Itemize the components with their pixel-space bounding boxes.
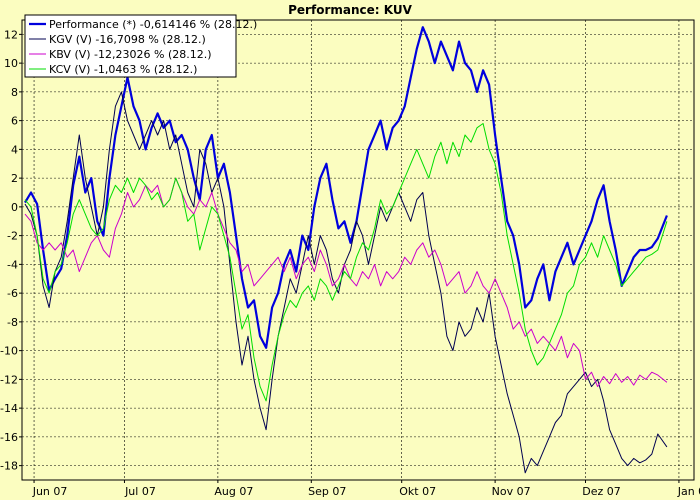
y-tick-label: -12: [0, 373, 18, 386]
y-tick-label: 8: [11, 86, 18, 99]
y-tick-label: -10: [0, 345, 18, 358]
legend-entry-3: KCV (V) -1,0463 % (28.12.): [49, 63, 197, 76]
x-tick-label: Jun 07: [32, 485, 68, 498]
x-axis-ticks: Jun 07 Jul 07 Aug 07 Sep 07 Okt 07 Nov 07 Dez …: [32, 480, 700, 498]
x-tick-label: Okt 07: [399, 485, 436, 498]
x-tick-label: Nov 07: [492, 485, 531, 498]
y-tick-label: -6: [7, 287, 18, 300]
y-tick-label: -14: [0, 402, 18, 415]
legend-entry-2: KBV (V) -12,23026 % (28.12.): [49, 48, 212, 61]
x-tick-label: Jul 07: [124, 485, 156, 498]
y-tick-label: 10: [4, 57, 18, 70]
plot-area: [21, 19, 695, 481]
y-tick-label: 4: [11, 143, 18, 156]
legend: Performance (*) -0,614146 % (28.12.) KGV …: [24, 14, 257, 78]
series-lines: [24, 26, 668, 474]
y-tick-label: 2: [11, 172, 18, 185]
grid-lines: [22, 20, 694, 480]
y-tick-label: -2: [7, 230, 18, 243]
y-tick-label: -18: [0, 460, 18, 473]
legend-box: [24, 14, 237, 78]
series-line-2: [24, 177, 668, 388]
legend-entry-0: Performance (*) -0,614146 % (28.12.): [49, 18, 257, 31]
x-tick-label: Jan 08: [677, 485, 700, 498]
series-line-0: [24, 26, 668, 349]
x-tick-label: Sep 07: [308, 485, 346, 498]
x-tick-label: Dez 07: [582, 485, 621, 498]
y-tick-label: 0: [11, 201, 18, 214]
y-tick-label: 6: [11, 115, 18, 128]
x-tick-label: Aug 07: [214, 485, 253, 498]
chart-title: Performance: KUV: [288, 3, 412, 17]
y-axis-ticks: 12 10 8 6 4 2 0 -2 -4 -6 -8 -10 -12 -14 -16 -18: [0, 28, 22, 473]
y-tick-label: -4: [7, 258, 18, 271]
series-line-3: [24, 123, 668, 402]
y-tick-label: 12: [4, 28, 18, 41]
y-tick-label: -16: [0, 431, 18, 444]
legend-entry-1: KGV (V) -16,7098 % (28.12.): [49, 33, 206, 46]
y-tick-label: -8: [7, 316, 18, 329]
